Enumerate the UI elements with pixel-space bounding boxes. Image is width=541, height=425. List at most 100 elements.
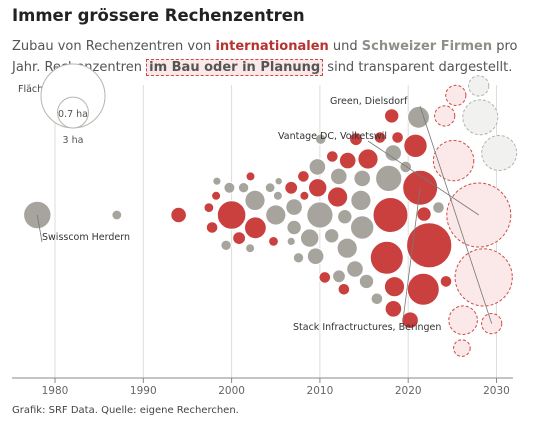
bubble-international	[211, 190, 222, 201]
bubble-swiss	[350, 189, 372, 211]
bubble-international	[439, 275, 453, 288]
bubble-swiss	[245, 243, 256, 254]
bubble-international	[416, 206, 432, 222]
bubble-swiss	[384, 144, 403, 162]
bubble-swiss	[306, 247, 325, 266]
bubble-international	[406, 222, 453, 269]
bubble-international	[170, 206, 187, 224]
bubble-international	[232, 231, 247, 246]
annotation-leader	[367, 140, 480, 216]
bubble-swiss	[399, 160, 413, 174]
annotation-label: Swisscom Herdern	[42, 232, 130, 243]
bubble-swiss	[407, 105, 430, 129]
x-tick-label: 2030	[483, 385, 510, 397]
subtitle-text: sind transparent dargestellt.	[323, 60, 513, 75]
bubble-international	[383, 276, 406, 298]
bubble-swiss-planned	[462, 99, 499, 136]
annotation-label: Green, Dielsdorf	[330, 96, 408, 107]
bubble-swiss	[346, 260, 364, 278]
bubble-swiss	[353, 169, 372, 188]
bubble-international	[406, 272, 440, 306]
bubble-swiss	[330, 167, 348, 186]
bubble-swiss	[286, 219, 302, 236]
annotation-leader	[419, 105, 493, 324]
bubble-swiss	[332, 269, 346, 284]
bubble-swiss	[212, 176, 222, 186]
bubble-swiss	[292, 252, 305, 264]
size-legend-value: 3 ha	[63, 135, 84, 146]
bubble-international	[372, 197, 409, 233]
bubble-swiss	[286, 236, 296, 246]
legend-planned: im Bau oder in Planung	[146, 59, 324, 76]
bubble-international	[373, 131, 387, 144]
bubble-swiss	[220, 239, 232, 252]
bubble-international	[384, 108, 400, 124]
bubble-swiss	[285, 198, 303, 216]
bubble-swiss	[375, 164, 403, 192]
x-tick-label: 1990	[130, 385, 157, 397]
bubble-swiss	[358, 273, 375, 290]
bubble-international	[338, 151, 357, 170]
x-tick-label: 2000	[218, 385, 245, 397]
bubble-swiss	[272, 190, 283, 201]
bubble-swiss	[324, 228, 340, 244]
bubble-international	[297, 170, 310, 183]
bubble-swiss	[315, 133, 327, 145]
subtitle-text: Zubau von Rechenzentren von	[12, 39, 216, 54]
bubble-international	[203, 202, 215, 214]
bubble-swiss	[274, 177, 283, 186]
bubble-international	[205, 221, 219, 234]
chart-title: Immer grössere Rechenzentren	[12, 6, 305, 25]
bubble-international	[384, 300, 403, 318]
bubble-swiss	[237, 182, 250, 194]
bubble-swiss	[432, 201, 445, 214]
bubble-swiss	[223, 181, 236, 194]
bubble-international	[308, 178, 328, 198]
bubble-international	[349, 132, 363, 147]
bubble-international	[284, 180, 299, 195]
bubble-international	[299, 190, 310, 201]
bubble-swiss	[265, 204, 287, 226]
x-tick-label: 2010	[307, 385, 334, 397]
bubble-international-planned	[453, 339, 471, 357]
bubble-swiss	[350, 215, 375, 240]
size-legend-circle	[57, 96, 89, 129]
bubble-swiss	[300, 228, 320, 248]
source-note: Grafik: SRF Data. Quelle: eigene Recherc…	[12, 405, 239, 416]
bubble-international-planned	[448, 305, 478, 336]
bubble-swiss	[370, 292, 384, 306]
bubble-swiss	[308, 158, 327, 176]
bubble-swiss	[336, 237, 358, 259]
bubble-international	[391, 131, 404, 144]
bubble-international	[403, 133, 428, 159]
annotation-leader	[402, 187, 421, 321]
bubble-swiss	[337, 209, 353, 225]
bubble-swiss	[111, 209, 123, 221]
size-legend-label: Fläche:	[18, 84, 52, 95]
bubble-international	[216, 200, 247, 230]
bubble-international-planned	[454, 248, 513, 307]
x-tick-label: 1980	[42, 385, 69, 397]
bubble-international	[318, 271, 332, 284]
size-legend-value: 0.7 ha	[58, 109, 88, 120]
bubble-swiss-planned	[468, 75, 490, 97]
bubble-international	[326, 150, 339, 163]
bubble-international	[337, 283, 351, 296]
legend-swiss: Schweizer Firmen	[361, 39, 493, 54]
bubble-international	[245, 171, 256, 182]
bubble-international-planned	[434, 105, 456, 127]
bubble-swiss-planned	[481, 135, 518, 171]
subtitle-text: und	[328, 39, 362, 54]
annotation-label: Stack Infractructures, Beringen	[293, 322, 441, 333]
bubble-international-planned	[445, 84, 467, 107]
bubble-international	[401, 311, 419, 330]
bubble-international	[268, 236, 279, 247]
bubble-international	[369, 240, 404, 275]
bubble-international-planned	[432, 139, 475, 182]
annotation-leader	[36, 214, 43, 243]
x-tick-label: 2020	[395, 385, 422, 397]
legend-international: internationalen	[215, 39, 329, 54]
bubble-international	[327, 186, 349, 208]
bubble-swiss	[264, 182, 276, 194]
